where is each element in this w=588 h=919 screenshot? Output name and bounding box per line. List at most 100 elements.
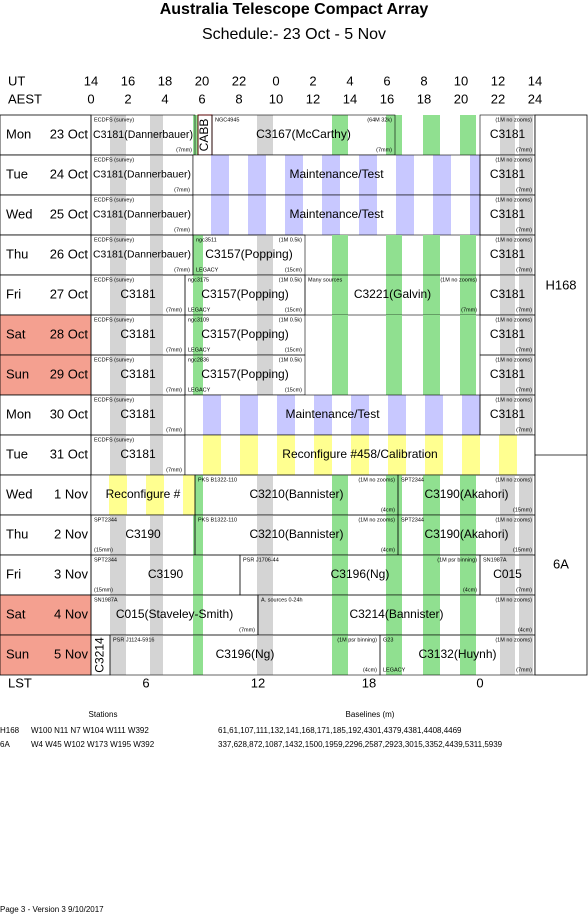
- block-label: C3181: [120, 367, 156, 381]
- stripe: [110, 115, 126, 155]
- stripe: [519, 195, 533, 235]
- block-mode: (1M 0.5k): [279, 357, 302, 363]
- stripe: [257, 595, 273, 635]
- block-note: LEGACY: [188, 347, 211, 353]
- block-label: C3181: [120, 287, 156, 301]
- stripe: [388, 395, 406, 435]
- day-date: 2 Nov: [54, 526, 88, 541]
- stripe: [519, 395, 533, 435]
- stripe: [150, 235, 163, 275]
- block-source: ngc2836: [188, 357, 209, 363]
- block-mode: (1M no zooms): [495, 517, 532, 523]
- stripe: [150, 595, 163, 635]
- aest-hour: 6: [198, 91, 205, 106]
- block-mode: (1M 0.5k): [279, 277, 302, 283]
- stripe: [519, 475, 533, 515]
- stripe: [211, 155, 229, 195]
- block-note: LEGACY: [196, 267, 219, 273]
- stripe: [386, 275, 402, 315]
- block-band: (4cm): [381, 547, 395, 553]
- block-band: (15cm): [285, 307, 302, 313]
- day-cell: [0, 114, 92, 156]
- block-note: LEGACY: [383, 667, 406, 673]
- day-name: Sat: [6, 606, 26, 621]
- stripe: [460, 595, 476, 635]
- block-source: ECDFS (survey): [94, 277, 134, 283]
- stripe: [150, 395, 163, 435]
- block-label: C3181: [120, 447, 156, 461]
- block-band: (7mm): [516, 187, 532, 193]
- lst-hour: 0: [476, 675, 483, 690]
- block-source: ngc3511: [196, 237, 217, 243]
- stripe: [110, 355, 126, 395]
- stripe: [386, 315, 402, 355]
- day-cell: [0, 554, 92, 596]
- stripe: [425, 435, 443, 475]
- stripe: [423, 555, 440, 595]
- stripe: [470, 155, 480, 195]
- block-band: (7mm): [166, 387, 182, 393]
- stripe: [423, 355, 440, 395]
- stripe: [423, 595, 440, 635]
- block-label: Maintenance/Test: [285, 407, 380, 421]
- day-name: Sun: [6, 646, 29, 661]
- stripe: [193, 355, 203, 395]
- stripe: [423, 115, 440, 155]
- stripe: [193, 275, 203, 315]
- block-label: C3181(Dannerbauer): [93, 250, 191, 261]
- aest-hour: 2: [124, 91, 131, 106]
- block-mode: (1M 0.5k): [279, 237, 302, 243]
- stripe: [425, 395, 443, 435]
- day-name: Mon: [6, 126, 31, 141]
- stripe: [433, 155, 451, 195]
- day-name: Mon: [6, 406, 31, 421]
- day-name: Thu: [6, 526, 28, 541]
- block-source: G23: [383, 637, 393, 643]
- stripe: [322, 195, 340, 235]
- stripe: [386, 115, 402, 155]
- stripe: [257, 635, 273, 675]
- stripe: [110, 515, 126, 555]
- block-label: C3181: [490, 247, 526, 261]
- stripe: [386, 355, 402, 395]
- stripe: [150, 355, 163, 395]
- block-band: (7mm): [516, 587, 532, 593]
- block-source: PSR J1124-5916: [113, 637, 154, 643]
- block-source: PKS B1322-110: [198, 517, 237, 523]
- stripe: [351, 395, 369, 435]
- ut-hour: 16: [121, 73, 135, 88]
- config-code: H168: [0, 726, 20, 735]
- stripe: [110, 235, 126, 275]
- stripe: [519, 235, 533, 275]
- block-source: ECDFS (survey): [94, 157, 134, 163]
- block-label: C3181: [490, 287, 526, 301]
- stripe: [500, 475, 515, 515]
- stripe: [423, 315, 440, 355]
- aest-hour: 12: [306, 91, 320, 106]
- block-label: C3181(Dannerbauer): [93, 210, 191, 221]
- day-cell: [0, 234, 92, 276]
- stripe: [285, 195, 303, 235]
- stripe: [110, 435, 126, 475]
- stripe: [519, 515, 533, 555]
- block-band: (7mm): [516, 307, 532, 313]
- day-date: 4 Nov: [54, 606, 88, 621]
- day-name: Sat: [6, 326, 26, 341]
- aest-hour: 10: [269, 91, 283, 106]
- ut-hour: 20: [195, 73, 209, 88]
- stripe: [257, 515, 273, 555]
- block-mode: (1M no zooms): [495, 637, 532, 643]
- stripe: [203, 435, 221, 475]
- block-label: C3196(Ng): [216, 647, 275, 661]
- block-band: (7mm): [174, 227, 190, 233]
- block-source: PSR J1706-44: [243, 557, 279, 563]
- aest-hour: 18: [417, 91, 431, 106]
- day-date: 23 Oct: [50, 126, 89, 141]
- block-band: (7mm): [174, 267, 190, 273]
- block-mode: (1M psr binning): [337, 637, 377, 643]
- block-label: C3181: [490, 167, 526, 181]
- block-mode: (1M no zooms): [495, 477, 532, 483]
- block-mode: (1M no zooms): [495, 317, 532, 323]
- block-mode: (1M no zooms): [495, 197, 532, 203]
